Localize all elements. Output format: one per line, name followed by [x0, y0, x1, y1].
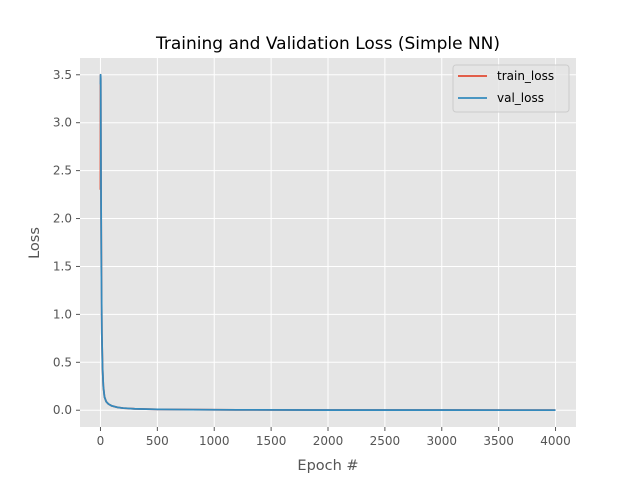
- x-tick-label: 4000: [540, 434, 571, 448]
- x-axis-ticks: 0 500 1000 1500 2000 2500 3000 3500 4000: [97, 427, 571, 448]
- y-tick-label: 0.5: [53, 355, 72, 369]
- x-tick-label: 0: [97, 434, 105, 448]
- x-tick-label: 1000: [199, 434, 230, 448]
- chart-title: Training and Validation Loss (Simple NN): [155, 34, 500, 54]
- series-line-val-loss: [99, 73, 556, 412]
- series-lines: [99, 73, 556, 412]
- legend-label-train-loss: train_loss: [497, 69, 554, 83]
- y-axis-ticks: 0.0 0.5 1.0 1.5 2.0 2.5 3.0 3.5: [53, 68, 80, 417]
- y-tick-label: 0.0: [53, 403, 72, 417]
- x-tick-label: 500: [146, 434, 169, 448]
- legend: train_loss val_loss: [452, 64, 570, 113]
- y-tick-label: 3.5: [53, 68, 72, 82]
- legend-label-val-loss: val_loss: [497, 91, 544, 105]
- y-tick-label: 1.5: [53, 259, 72, 273]
- x-tick-label: 2500: [370, 434, 401, 448]
- y-tick-label: 3.0: [53, 116, 72, 130]
- x-tick-label: 3000: [426, 434, 457, 448]
- y-tick-label: 2.0: [53, 212, 72, 226]
- x-tick-label: 1500: [256, 434, 287, 448]
- x-tick-label: 2000: [313, 434, 344, 448]
- y-tick-label: 1.0: [53, 307, 72, 321]
- x-tick-label: 3500: [483, 434, 514, 448]
- y-axis-title: Loss: [27, 227, 43, 259]
- y-tick-label: 2.5: [53, 164, 72, 178]
- x-axis-title: Epoch #: [297, 458, 358, 474]
